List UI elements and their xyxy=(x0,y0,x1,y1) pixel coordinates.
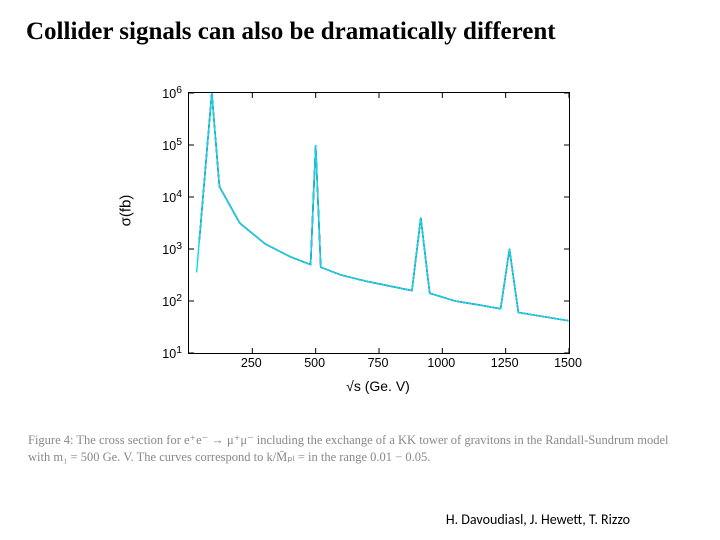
x-tick-label: 1000 xyxy=(421,356,461,370)
attribution: H. Davoudiasl, J. Hewett, T. Rizzo xyxy=(446,511,630,528)
curve-k=0.01 xyxy=(197,93,569,321)
y-tick-label: 106 xyxy=(140,85,182,101)
x-tick-label: 750 xyxy=(358,356,398,370)
caption-body: The cross section for e⁺e⁻ → μ⁺μ⁻ includ… xyxy=(28,433,668,464)
curve-k=0.04 xyxy=(199,93,568,321)
chart: σ(fb) 101102103104105106 250500750100012… xyxy=(128,82,588,402)
curve-k=0.05 xyxy=(199,93,568,321)
y-tick-label: 101 xyxy=(140,345,182,361)
y-tick-label: 104 xyxy=(140,189,182,205)
y-tick-label: 102 xyxy=(140,293,182,309)
curve-k=0.03 xyxy=(199,93,568,321)
caption-lead: Figure 4: xyxy=(28,433,73,447)
x-axis-label: √s (Ge. V) xyxy=(188,378,568,394)
plot-frame xyxy=(188,92,570,354)
y-tick-label: 105 xyxy=(140,137,182,153)
x-tick-label: 1500 xyxy=(548,356,588,370)
plot-svg xyxy=(189,93,569,353)
x-tick-label: 1250 xyxy=(485,356,525,370)
slide-title: Collider signals can also be dramaticall… xyxy=(26,18,556,46)
curve-k=0.02 xyxy=(199,93,568,321)
y-tick-label: 103 xyxy=(140,241,182,257)
figure-caption: Figure 4: The cross section for e⁺e⁻ → μ… xyxy=(28,432,688,466)
y-axis-label: σ(fb) xyxy=(117,195,134,227)
x-tick-label: 500 xyxy=(295,356,335,370)
x-tick-label: 250 xyxy=(231,356,271,370)
